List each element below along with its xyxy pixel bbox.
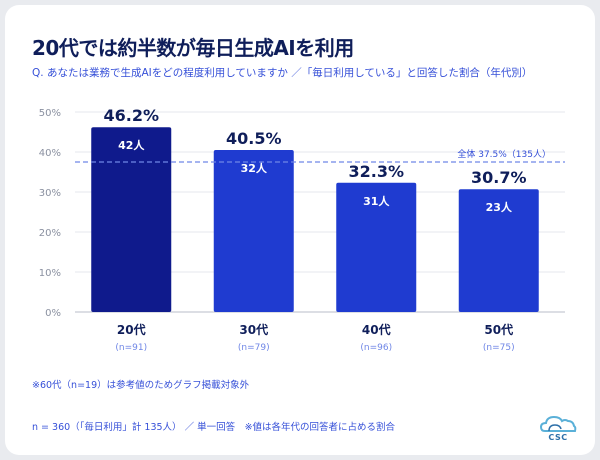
cloud-logo-icon	[539, 415, 577, 432]
logo: CSC	[535, 413, 581, 449]
y-tick-label: 40%	[39, 148, 61, 159]
x-tick-label: 20代	[117, 322, 146, 337]
y-tick-label: 50%	[39, 108, 61, 119]
bar-value-label: 46.2%	[103, 106, 159, 125]
x-tick-label: 40代	[362, 322, 391, 337]
bar-value-label: 40.5%	[226, 129, 282, 148]
bar-value-label: 30.7%	[471, 168, 527, 187]
x-tick-label: 50代	[484, 322, 513, 337]
bar-count-label: 31人	[363, 194, 390, 208]
y-tick-label: 20%	[39, 228, 61, 239]
x-tick-sublabel: (n=75)	[483, 343, 515, 353]
bar-value-label: 32.3%	[348, 162, 404, 181]
bar-count-label: 23人	[486, 200, 513, 214]
y-tick-label: 10%	[39, 268, 61, 279]
reference-line-label: 全体 37.5%（135人）	[457, 148, 551, 160]
chart-title: 20代では約半数が毎日生成AIを利用	[32, 36, 354, 60]
bar	[213, 150, 294, 312]
y-tick-label: 30%	[39, 188, 61, 199]
x-tick-sublabel: (n=96)	[360, 343, 392, 353]
x-tick-sublabel: (n=79)	[238, 343, 270, 353]
bar	[336, 182, 417, 312]
x-tick-label: 30代	[239, 322, 268, 337]
footer-note: n = 360（「毎日利用」計 135人） ／ 単一回答 ※値は各年代の回答者に…	[32, 422, 396, 433]
logo-text: CSC	[548, 433, 568, 442]
bar-count-label: 42人	[118, 138, 145, 152]
bar-count-label: 32人	[241, 161, 268, 175]
chart-card: 20代では約半数が毎日生成AIを利用 Q. あなたは業務で生成AIをどの程度利用…	[5, 5, 595, 455]
exclusion-note: ※60代（n=19）は参考値のためグラフ掲載対象外	[32, 380, 250, 391]
chart-subtitle: Q. あなたは業務で生成AIをどの程度利用していますか ／「毎日利用している」と…	[32, 67, 533, 79]
bar	[458, 189, 539, 312]
x-tick-sublabel: (n=91)	[115, 343, 147, 353]
y-tick-label: 0%	[45, 308, 61, 319]
bar-chart: 0% 10% 20% 30% 40% 50% 46.2% 42人 20代 (n=91) 40.5% 3…	[39, 106, 565, 353]
bar	[91, 127, 172, 312]
